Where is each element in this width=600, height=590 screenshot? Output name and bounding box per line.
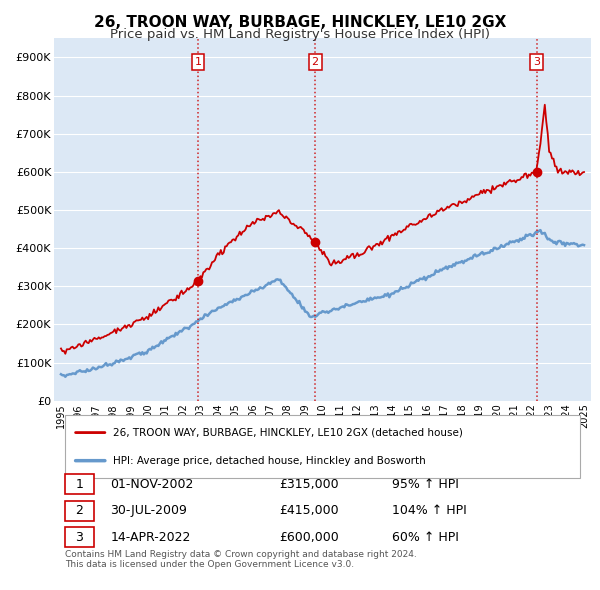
Text: 60% ↑ HPI: 60% ↑ HPI xyxy=(392,530,459,543)
Text: 01-NOV-2002: 01-NOV-2002 xyxy=(110,478,194,491)
Text: 26, TROON WAY, BURBAGE, HINCKLEY, LE10 2GX: 26, TROON WAY, BURBAGE, HINCKLEY, LE10 2… xyxy=(94,15,506,30)
FancyBboxPatch shape xyxy=(65,474,94,494)
FancyBboxPatch shape xyxy=(65,527,94,547)
Text: 3: 3 xyxy=(76,530,83,543)
Text: 14-APR-2022: 14-APR-2022 xyxy=(110,530,191,543)
Text: 3: 3 xyxy=(533,57,540,67)
Text: Price paid vs. HM Land Registry's House Price Index (HPI): Price paid vs. HM Land Registry's House … xyxy=(110,28,490,41)
Text: 1: 1 xyxy=(194,57,202,67)
Text: 2: 2 xyxy=(311,57,319,67)
Text: 1: 1 xyxy=(76,478,83,491)
FancyBboxPatch shape xyxy=(65,415,580,478)
Text: 104% ↑ HPI: 104% ↑ HPI xyxy=(392,504,467,517)
Text: 26, TROON WAY, BURBAGE, HINCKLEY, LE10 2GX (detached house): 26, TROON WAY, BURBAGE, HINCKLEY, LE10 2… xyxy=(113,428,463,438)
Text: £415,000: £415,000 xyxy=(280,504,339,517)
Text: 95% ↑ HPI: 95% ↑ HPI xyxy=(392,478,459,491)
Text: Contains HM Land Registry data © Crown copyright and database right 2024.
This d: Contains HM Land Registry data © Crown c… xyxy=(65,550,416,569)
FancyBboxPatch shape xyxy=(65,500,94,521)
Text: 2: 2 xyxy=(76,504,83,517)
Text: £315,000: £315,000 xyxy=(280,478,339,491)
Text: 30-JUL-2009: 30-JUL-2009 xyxy=(110,504,187,517)
Text: £600,000: £600,000 xyxy=(280,530,339,543)
Text: HPI: Average price, detached house, Hinckley and Bosworth: HPI: Average price, detached house, Hinc… xyxy=(113,455,426,466)
